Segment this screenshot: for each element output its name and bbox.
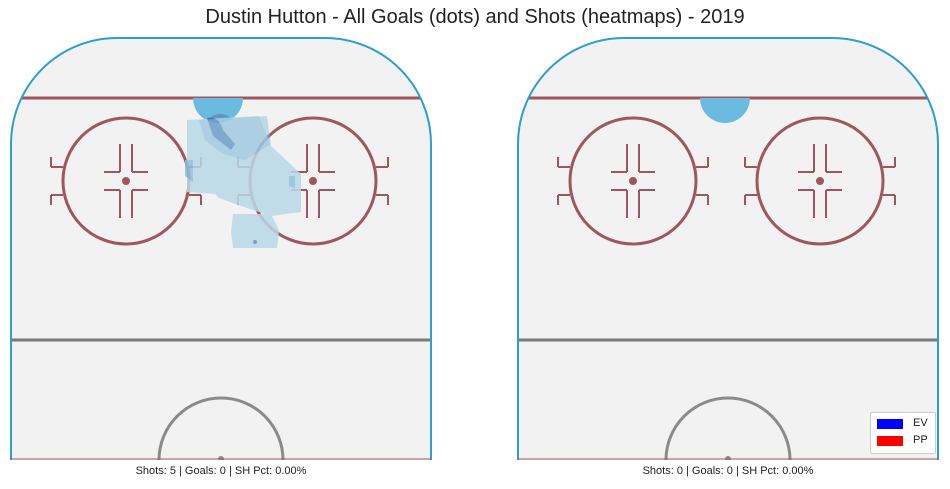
rink-svg — [10, 37, 432, 460]
caption-left: Shots: 5 | Goals: 0 | SH Pct: 0.00% — [135, 465, 307, 477]
heat-region-slot-low — [231, 214, 279, 248]
heatmap-layer — [185, 113, 301, 248]
goal-crease — [700, 98, 750, 123]
center-ice-circle — [157, 396, 285, 460]
legend: EV PP — [870, 412, 936, 454]
faceoff-dot-left — [122, 177, 130, 185]
goal-crease — [193, 98, 243, 123]
caption-right: Shots: 0 | Goals: 0 | SH Pct: 0.00% — [642, 465, 814, 477]
rink-panel-right — [516, 36, 940, 460]
rink-boards — [517, 37, 939, 460]
legend-swatch-ev — [877, 419, 903, 429]
chart-title: Dustin Hutton - All Goals (dots) and Sho… — [205, 6, 745, 28]
ice-surface — [11, 38, 431, 460]
legend-label-pp: PP — [913, 434, 928, 446]
rink-panel-left — [9, 36, 433, 460]
rink-svg — [517, 37, 939, 460]
heat-region-faceoff-left-edge — [185, 160, 193, 182]
faceoff-dot-right — [309, 177, 317, 185]
center-ice-circle — [664, 396, 792, 460]
faceoff-dot-left — [629, 177, 637, 185]
ice-surface — [518, 38, 938, 460]
heat-region-mid-band — [199, 116, 271, 160]
rink-boards — [10, 37, 432, 460]
faceoff-circle-right — [755, 116, 885, 246]
faceoff-dot-right — [816, 177, 824, 185]
legend-swatch-pp — [877, 436, 903, 446]
heat-region-spot — [253, 240, 257, 244]
faceoff-circle-left — [568, 116, 698, 246]
legend-label-ev: EV — [913, 417, 928, 429]
heat-region-faceoff-right-edge — [289, 176, 295, 188]
